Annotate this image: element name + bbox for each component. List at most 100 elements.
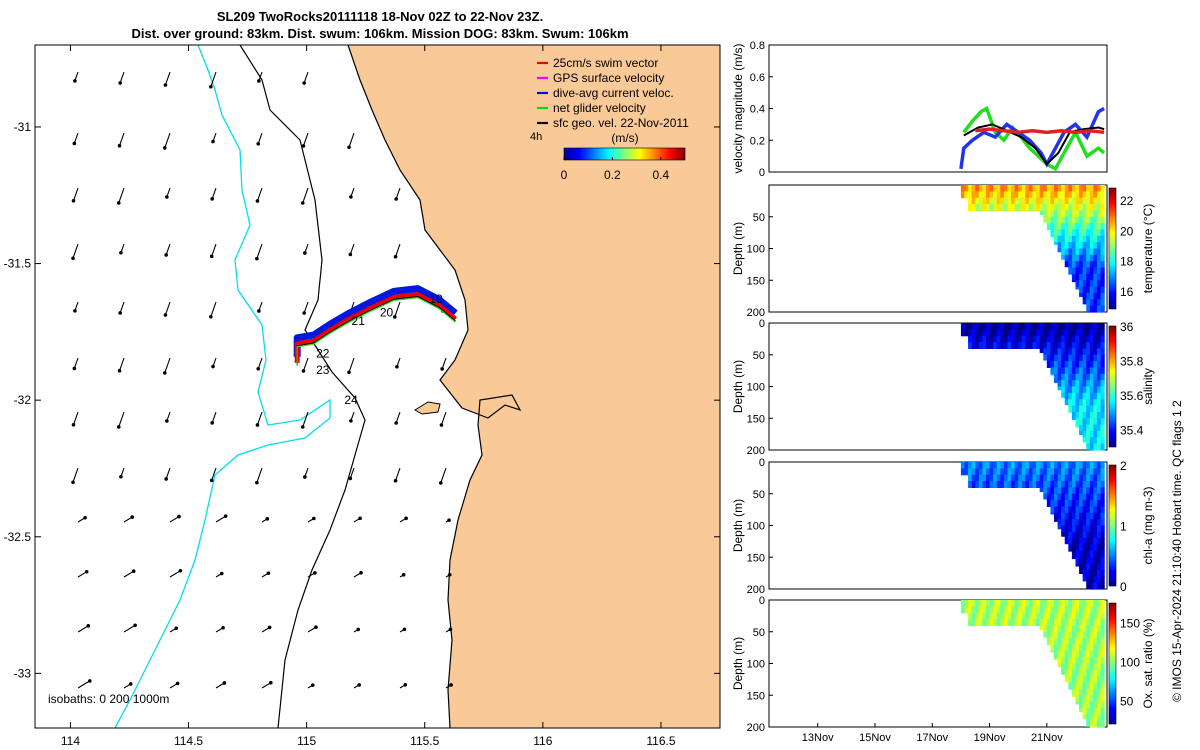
profile-cell bbox=[1075, 669, 1080, 677]
profile-cell bbox=[1082, 424, 1087, 432]
profile-cell bbox=[964, 600, 969, 607]
profile-cell bbox=[1071, 361, 1077, 369]
profile-cell bbox=[1086, 525, 1091, 533]
profile-cell bbox=[1071, 411, 1077, 419]
profile-cell bbox=[1039, 210, 1044, 216]
profile-cell bbox=[1096, 550, 1102, 558]
profile-cell bbox=[1096, 474, 1102, 482]
velocity-arrow bbox=[302, 132, 309, 147]
profile-cell bbox=[960, 191, 966, 199]
profile-cell bbox=[1071, 663, 1077, 671]
profile-cell bbox=[1057, 204, 1062, 211]
profile-cell bbox=[1096, 557, 1102, 565]
profile-cell bbox=[1089, 235, 1094, 243]
profile-cell bbox=[1075, 506, 1080, 514]
profile-cell bbox=[1089, 512, 1094, 520]
profile-cell bbox=[1100, 557, 1105, 565]
profile-cell bbox=[1039, 474, 1044, 482]
profile-cell bbox=[1093, 204, 1098, 211]
velocity-arrow-head bbox=[357, 683, 361, 687]
profile-cell bbox=[1089, 292, 1094, 300]
profile-cell bbox=[1046, 335, 1052, 343]
profile-cell bbox=[1057, 487, 1062, 495]
profile-cell bbox=[1096, 424, 1102, 432]
profile-cell bbox=[1071, 676, 1077, 684]
profile-cell bbox=[971, 185, 976, 192]
profile-cell bbox=[1089, 576, 1094, 584]
profile-cell bbox=[1075, 223, 1080, 231]
profile-cell bbox=[1079, 650, 1084, 658]
profile-cell bbox=[1093, 538, 1098, 546]
profile-cell bbox=[1068, 682, 1073, 690]
profile-cell bbox=[1003, 323, 1009, 330]
profile-cell bbox=[982, 335, 987, 343]
velocity-arrow-head bbox=[131, 569, 136, 574]
profile-cell bbox=[1093, 644, 1098, 652]
profile-cell bbox=[1086, 354, 1091, 362]
profile-cell bbox=[1089, 424, 1094, 432]
profile-cell bbox=[1068, 544, 1073, 552]
profile-cell bbox=[1089, 538, 1094, 546]
profile-cell bbox=[1068, 481, 1073, 488]
velocity-arrow bbox=[215, 515, 226, 523]
profile-cell bbox=[1054, 197, 1059, 205]
profile-cell bbox=[1089, 361, 1094, 369]
velocity-arrow-head bbox=[394, 421, 398, 425]
profile-cell bbox=[1054, 612, 1059, 620]
profile-cell bbox=[1089, 506, 1094, 514]
profile-cell bbox=[1050, 216, 1055, 224]
profile-cell bbox=[1071, 468, 1077, 476]
profile-cell bbox=[1050, 335, 1055, 343]
profile-cell bbox=[1057, 223, 1062, 231]
profile-cell bbox=[1096, 631, 1102, 639]
profile-cell bbox=[1082, 204, 1087, 211]
profile-cell bbox=[1057, 329, 1062, 337]
velocity-arrow-head bbox=[447, 518, 451, 522]
profile-cell bbox=[1075, 612, 1080, 620]
profile-cell bbox=[1064, 512, 1069, 520]
profile-cell bbox=[978, 468, 983, 476]
credit-text: © IMOS 15-Apr-2024 21:10:40 Hobart time.… bbox=[1170, 400, 1184, 702]
profile-cell bbox=[975, 606, 980, 614]
profile-cell bbox=[1089, 299, 1094, 307]
profile-cell bbox=[996, 329, 1001, 337]
profile-cell bbox=[1093, 474, 1098, 482]
profile-cell bbox=[1032, 619, 1037, 626]
land-mass bbox=[348, 45, 720, 728]
profile-cell bbox=[1079, 386, 1084, 394]
time-x-tick-label: 13Nov bbox=[802, 732, 834, 744]
profile-cell bbox=[1082, 386, 1087, 394]
profile-cell bbox=[1071, 229, 1077, 237]
profile-y-tick-label: 0 bbox=[759, 318, 765, 330]
velocity-arrow bbox=[211, 243, 217, 257]
profile-cell bbox=[1021, 329, 1026, 337]
profile-cell bbox=[996, 474, 1001, 482]
profile-cell bbox=[1086, 576, 1091, 584]
profile-cell bbox=[1096, 267, 1102, 275]
profile-cell bbox=[1096, 242, 1102, 250]
profile-colorbar-tick-label: 0 bbox=[1120, 580, 1127, 594]
profile-colorbar-tick-label: 35.8 bbox=[1120, 355, 1144, 369]
profile-cell bbox=[1093, 625, 1098, 633]
velocity-arrow bbox=[164, 132, 171, 149]
profile-cell bbox=[1007, 204, 1012, 211]
profile-cell bbox=[1075, 380, 1080, 388]
profile-cell bbox=[1061, 531, 1066, 537]
velocity-arrow-head bbox=[301, 369, 306, 373]
profile-colorbar-tick-label: 35.6 bbox=[1120, 389, 1144, 403]
profile-cell bbox=[1082, 563, 1087, 571]
profile-cell bbox=[1079, 273, 1084, 281]
track-day-label: 20 bbox=[380, 306, 394, 320]
profile-cell bbox=[1079, 638, 1084, 646]
profile-cell bbox=[1064, 361, 1069, 369]
profile-cell bbox=[1093, 550, 1098, 558]
velocity-arrow bbox=[303, 301, 309, 314]
profile-cell bbox=[1068, 273, 1073, 275]
profile-cell bbox=[1082, 714, 1087, 720]
velocity-arrow bbox=[349, 243, 355, 255]
map-x-tick-label: 114.5 bbox=[174, 734, 203, 748]
velocity-arrow-head bbox=[211, 139, 215, 144]
profile-cell bbox=[1071, 204, 1077, 211]
profile-cell bbox=[1025, 335, 1030, 343]
profile-cell bbox=[1071, 625, 1077, 633]
